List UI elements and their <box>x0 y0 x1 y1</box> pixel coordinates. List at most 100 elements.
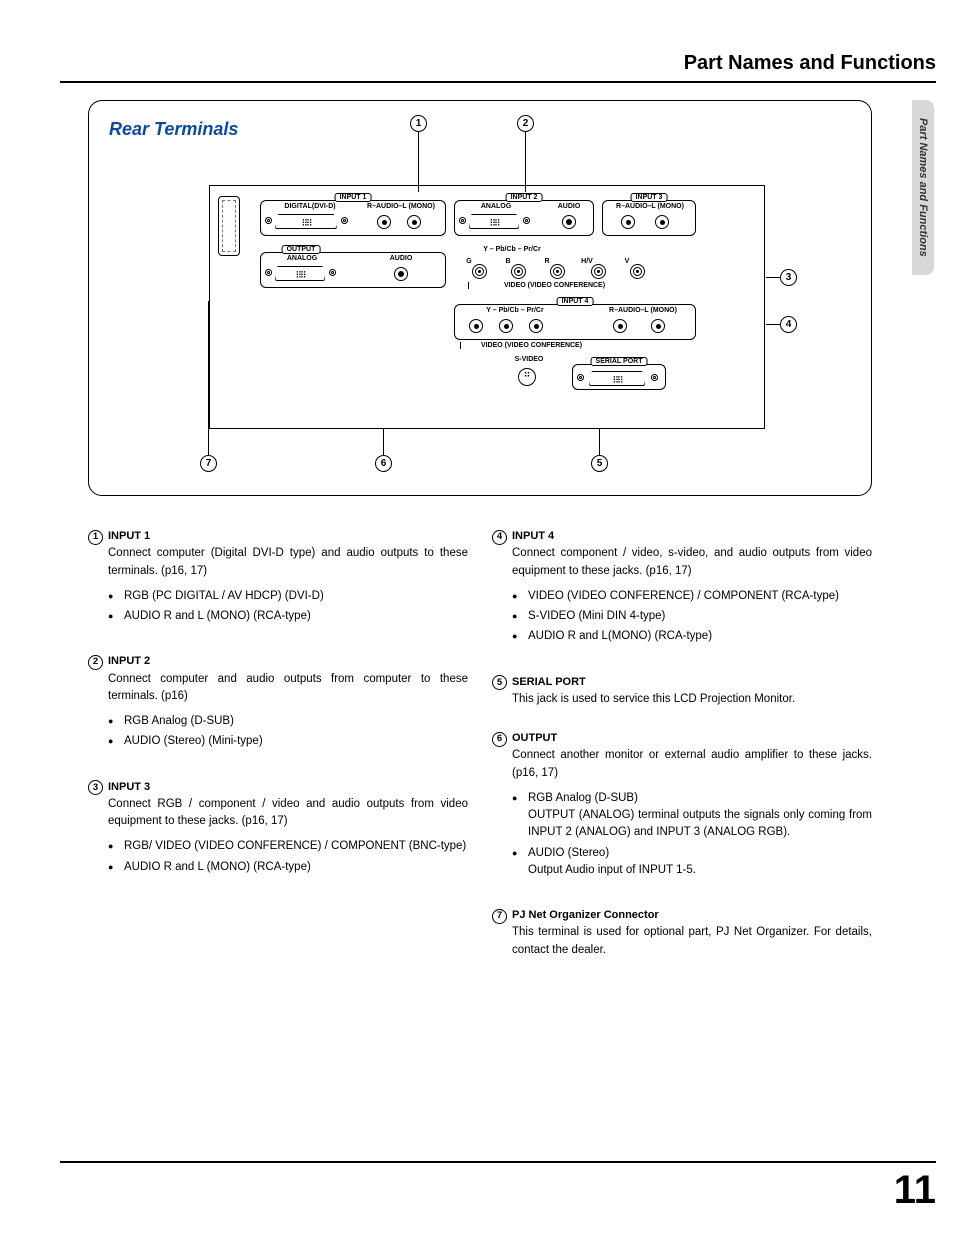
bullet: AUDIO R and L(MONO) (RCA-type) <box>512 628 872 645</box>
description-item: 4INPUT 4Connect component / video, s-vid… <box>492 528 872 660</box>
video-conf-label: VIDEO (VIDEO CONFERENCE) <box>468 282 638 289</box>
bullet: AUDIO (Stereo)Output Audio input of INPU… <box>512 845 872 880</box>
item-number: 2 <box>88 655 103 670</box>
item-text: INPUT 3Connect RGB / component / video a… <box>108 779 468 831</box>
input4-section: INPUT 4 Y – Pb/Cb – Pr/Cr R–AUDIO–L (MON… <box>454 304 696 340</box>
screw-icon <box>265 217 272 224</box>
callout-3: 3 <box>780 269 797 286</box>
description-item: 5 SERIAL PORTThis jack is used to service… <box>492 674 872 717</box>
bnc-jack-icon <box>630 264 645 279</box>
leader-line <box>599 429 600 455</box>
leader-line <box>525 132 526 192</box>
section-side-tab: Part Names and Functions <box>912 100 934 275</box>
bullet: RGB/ VIDEO (VIDEO CONFERENCE) / COMPONEN… <box>108 838 468 855</box>
audio-label: AUDIO <box>549 203 589 210</box>
callout-6: 6 <box>375 455 392 472</box>
dsub-port-icon <box>469 214 519 229</box>
input3-label: INPUT 3 <box>631 193 668 202</box>
input3-section: INPUT 3 R–AUDIO–L (MONO) <box>602 200 696 236</box>
description-item: 1INPUT 1Connect computer (Digital DVI-D … <box>88 528 468 639</box>
digital-dvi-label: DIGITAL(DVI-D) <box>267 203 353 210</box>
ypbpr-label: Y – Pb/Cb – Pr/Cr <box>468 246 556 253</box>
serial-port-section: SERIAL PORT <box>572 364 666 390</box>
terminal-panel: INPUT 1 DIGITAL(DVI-D) R–AUDIO–L (MONO) … <box>209 185 765 429</box>
analog-label: ANALOG <box>461 203 531 210</box>
item-title: INPUT 1 <box>108 530 150 542</box>
screw-icon <box>523 217 530 224</box>
leader-line <box>766 324 780 325</box>
item-title: INPUT 3 <box>108 781 150 793</box>
diagram-title: Rear Terminals <box>109 119 851 140</box>
description-item: 3 INPUT 3Connect RGB / component / video … <box>88 779 468 890</box>
audio-rl-label: R–AUDIO–L (MONO) <box>595 307 691 314</box>
ypbpr-label: Y – Pb/Cb – Pr/Cr <box>465 307 565 314</box>
item-number: 4 <box>492 530 507 545</box>
bnc-jack-icon <box>511 264 526 279</box>
bullet: S-VIDEO (Mini DIN 4-type) <box>512 608 872 625</box>
v-label: V <box>622 258 632 265</box>
callout-1: 1 <box>410 115 427 132</box>
item-number: 7 <box>492 909 507 924</box>
item-bullets: RGB Analog (D-SUB) AUDIO (Stereo) (Mini-t… <box>108 713 468 751</box>
serial-port-label: SERIAL PORT <box>591 357 648 366</box>
page-number: 11 <box>894 1168 936 1213</box>
item-bullets: RGB/ VIDEO (VIDEO CONFERENCE) / COMPONEN… <box>108 838 468 876</box>
description-item: 2INPUT 2Connect computer and audio outpu… <box>88 653 468 764</box>
rca-jack-icon <box>407 215 421 229</box>
descriptions: 1INPUT 1Connect computer (Digital DVI-D … <box>88 528 872 981</box>
r-label: R <box>542 258 552 265</box>
footer-rule <box>60 1161 936 1163</box>
callout-4: 4 <box>780 316 797 333</box>
item-text: INPUT 1Connect computer (Digital DVI-D t… <box>108 528 468 580</box>
bullet: AUDIO R and L (MONO) (RCA-type) <box>108 608 468 625</box>
svideo-label: S-VIDEO <box>502 356 556 363</box>
callout-7: 7 <box>200 455 217 472</box>
screw-icon <box>341 217 348 224</box>
description-item: 7 PJ Net Organizer ConnectorThis terminal… <box>492 907 872 967</box>
input4-label: INPUT 4 <box>557 297 594 306</box>
video-conf-label: VIDEO (VIDEO CONFERENCE) <box>460 342 600 349</box>
bnc-jack-icon <box>591 264 606 279</box>
rca-jack-icon <box>621 215 635 229</box>
item-text: PJ Net Organizer ConnectorThis terminal … <box>512 907 872 959</box>
item-text: OUTPUTConnect another monitor or externa… <box>512 730 872 782</box>
pj-net-connector-icon <box>218 196 240 256</box>
leader-line <box>383 429 384 455</box>
item-number: 3 <box>88 780 103 795</box>
output-section: OUTPUT ANALOG AUDIO <box>260 252 446 288</box>
description-item: 6OUTPUTConnect another monitor or extern… <box>492 730 872 893</box>
item-text: SERIAL PORTThis jack is used to service … <box>512 674 872 709</box>
callout-5: 5 <box>591 455 608 472</box>
rca-jack-icon <box>613 319 627 333</box>
audio-rl-label: R–AUDIO–L (MONO) <box>607 203 693 210</box>
dvi-d-port-icon <box>275 214 337 229</box>
leader-line <box>766 277 780 278</box>
bullet: AUDIO (Stereo) (Mini-type) <box>108 733 468 750</box>
mini-jack-icon <box>562 215 576 229</box>
rca-jack-icon <box>655 215 669 229</box>
audio-label: AUDIO <box>381 255 421 262</box>
item-number: 5 <box>492 675 507 690</box>
output-label: OUTPUT <box>282 245 321 254</box>
hv-label: H/V <box>578 258 596 265</box>
rca-jack-icon <box>499 319 513 333</box>
right-column: 4INPUT 4Connect component / video, s-vid… <box>492 528 872 981</box>
item-title: INPUT 4 <box>512 530 554 542</box>
item-bullets: RGB (PC DIGITAL / AV HDCP) (DVI-D)AUDIO … <box>108 588 468 626</box>
screw-icon <box>265 269 272 276</box>
item-title: INPUT 2 <box>108 655 150 667</box>
leader-line <box>418 132 419 192</box>
input2-label: INPUT 2 <box>506 193 543 202</box>
audio-rl-label: R–AUDIO–L (MONO) <box>359 203 443 210</box>
b-label: B <box>503 258 513 265</box>
mini-jack-icon <box>394 267 408 281</box>
serial-port-icon <box>589 371 645 386</box>
item-title: SERIAL PORT <box>512 676 586 688</box>
bullet: RGB Analog (D-SUB) <box>108 713 468 730</box>
rca-jack-icon <box>377 215 391 229</box>
input2-section: INPUT 2 ANALOG AUDIO <box>454 200 594 236</box>
bullet: RGB Analog (D-SUB)OUTPUT (ANALOG) termin… <box>512 790 872 842</box>
dsub-port-icon <box>275 266 325 281</box>
header-title: Part Names and Functions <box>684 52 936 74</box>
left-column: 1INPUT 1Connect computer (Digital DVI-D … <box>88 528 468 981</box>
